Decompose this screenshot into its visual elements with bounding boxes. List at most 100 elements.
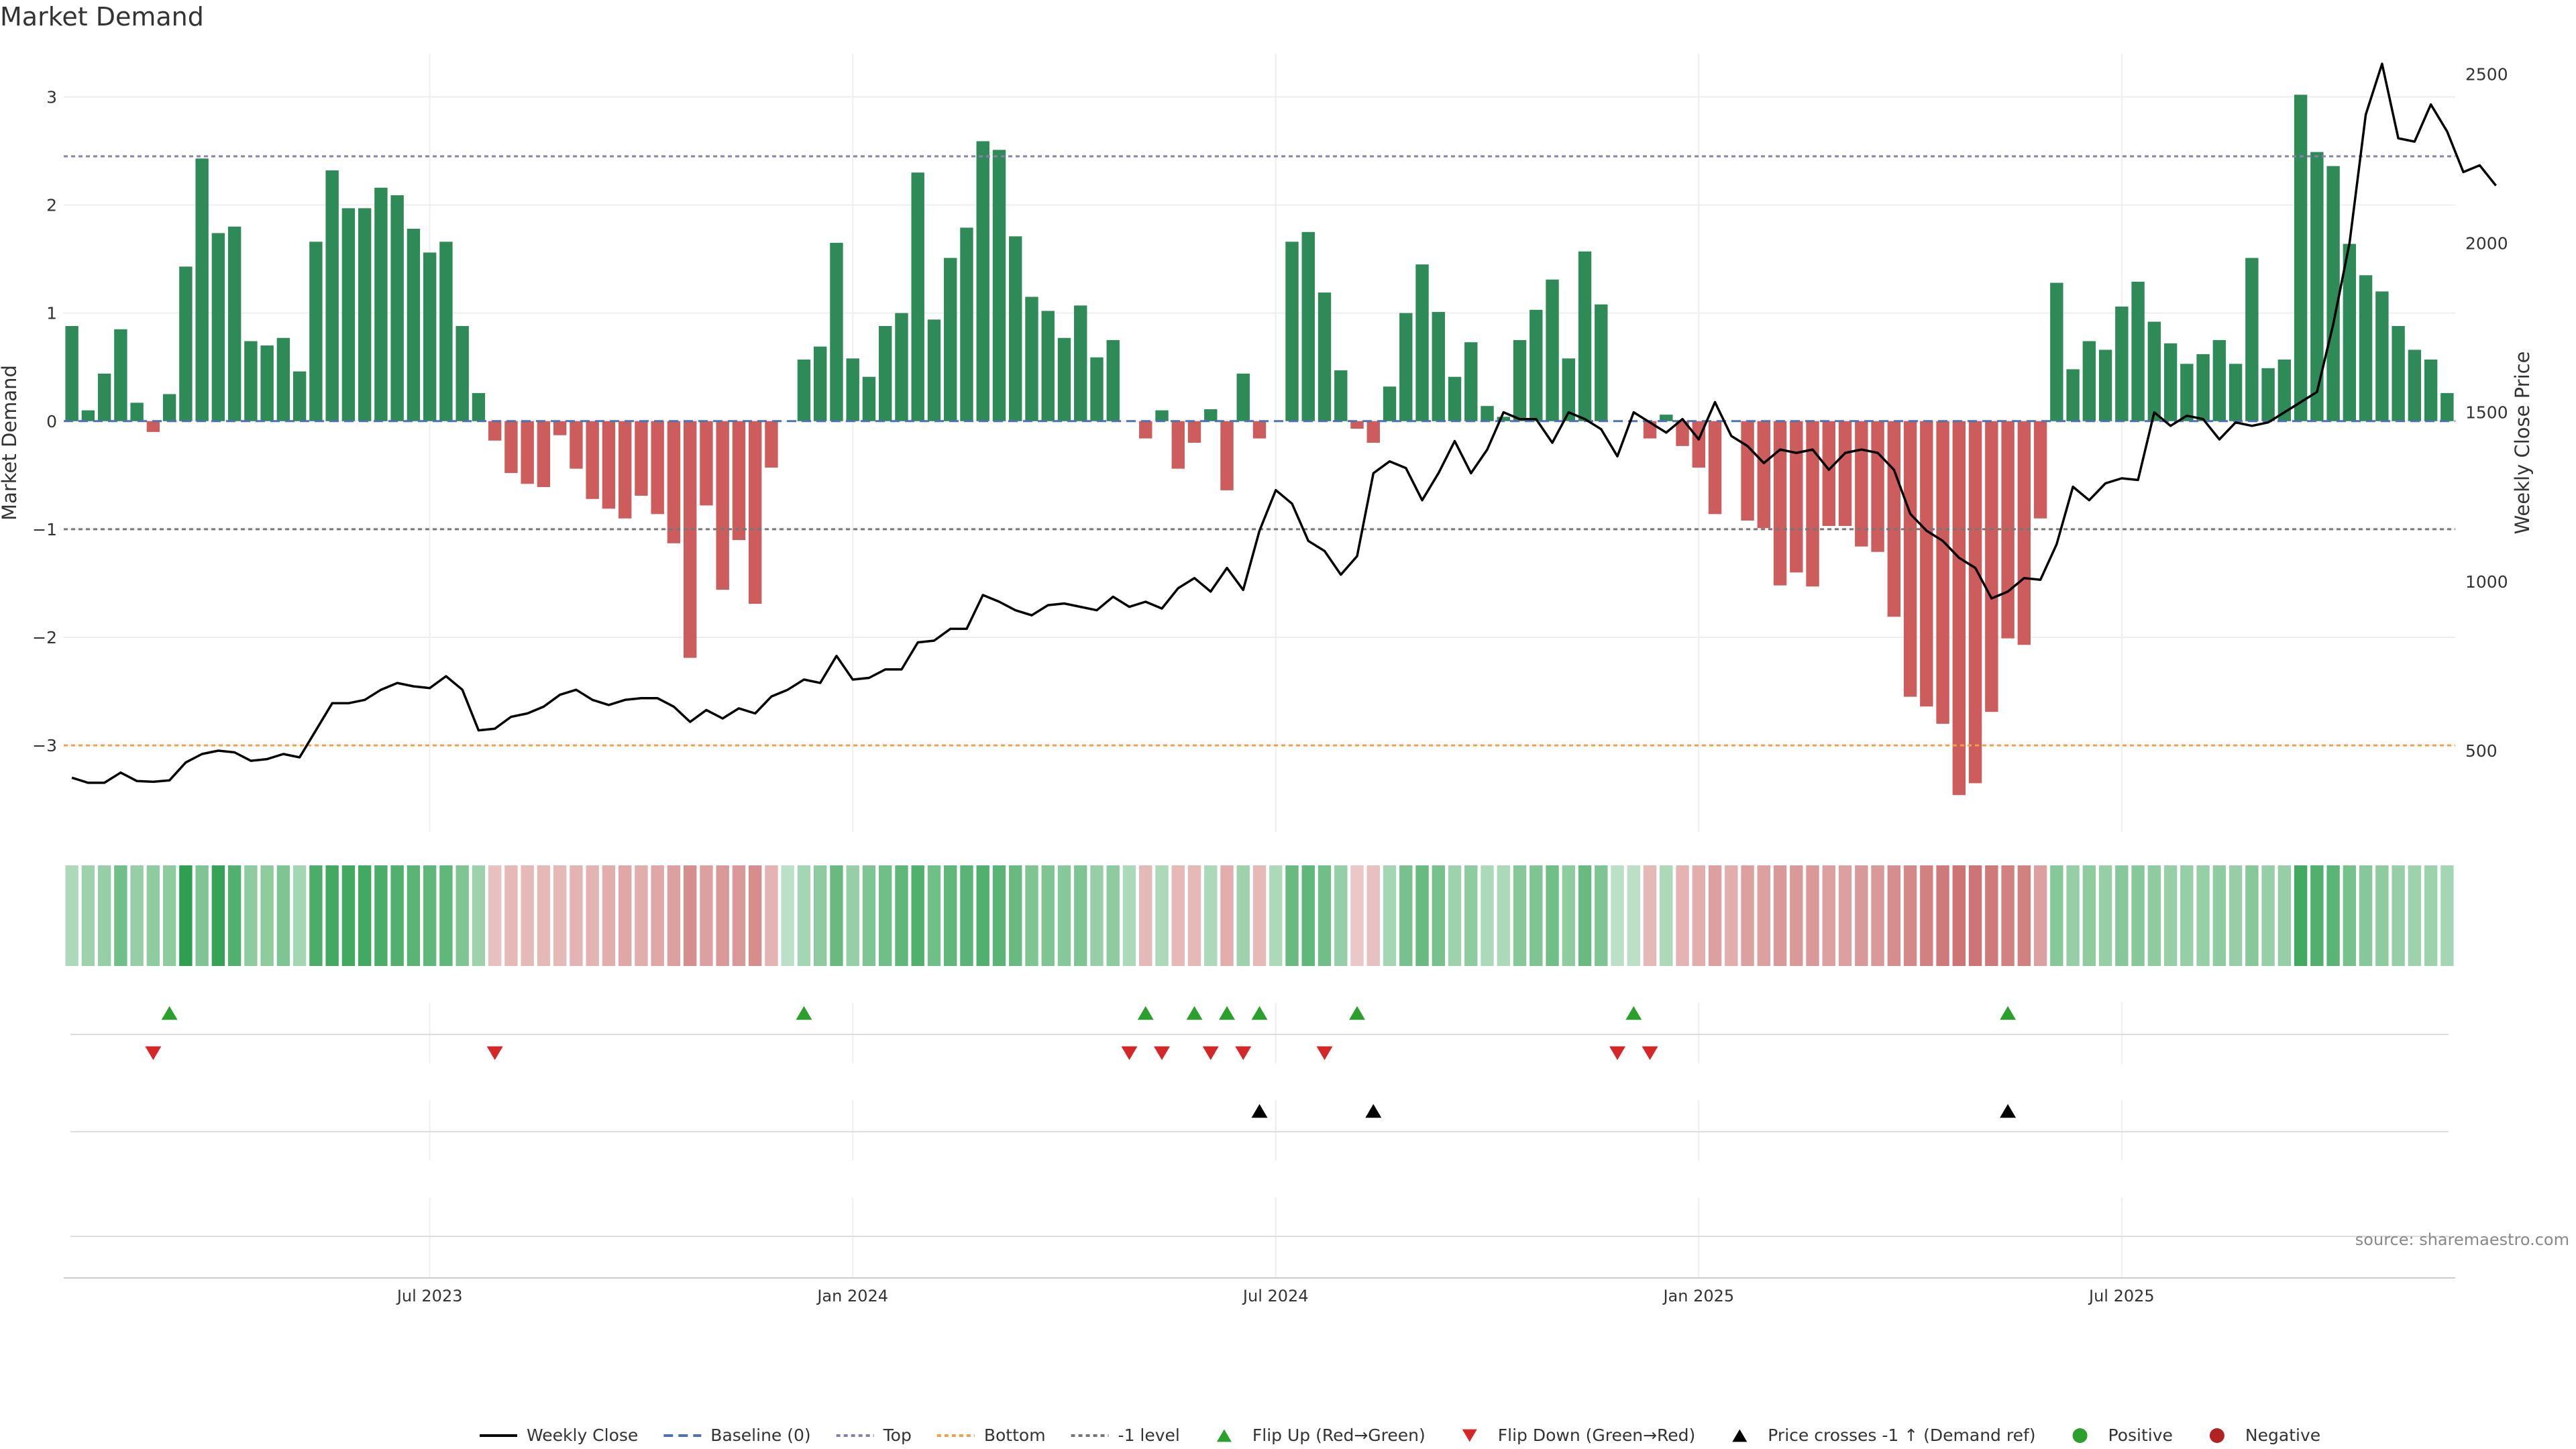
demand-bar	[1366, 421, 1380, 443]
demand-bar	[325, 170, 339, 421]
demand-bar	[2261, 368, 2275, 421]
y-tick-label-left: 2	[46, 196, 57, 215]
demand-bar	[651, 421, 664, 515]
demand-bar	[439, 241, 453, 421]
demand-bar	[260, 345, 274, 421]
strength-cell	[1903, 865, 1917, 966]
flip-up-marker	[1251, 1006, 1268, 1020]
strength-cell	[1187, 865, 1201, 966]
strength-cell	[211, 865, 225, 966]
demand-bar	[1708, 421, 1722, 515]
x-tick-label: Jul 2024	[1242, 1287, 1309, 1305]
flip-down-marker	[486, 1046, 503, 1061]
strength-cell	[81, 865, 95, 966]
strength-cell	[1334, 865, 1348, 966]
demand-bar	[2033, 421, 2047, 519]
legend-swatch-flip_up	[1216, 1429, 1232, 1442]
legend-swatch-positive	[2072, 1428, 2088, 1443]
strength-cell	[602, 865, 616, 966]
legend-swatch-negative	[2209, 1428, 2224, 1443]
demand-bar	[1806, 421, 1819, 587]
strength-cell	[797, 865, 811, 966]
strength-cell	[292, 865, 307, 966]
flip-down-marker	[1235, 1046, 1252, 1061]
demand-bar	[1757, 421, 1771, 529]
demand-bar	[1985, 421, 1998, 712]
strength-cell	[976, 865, 989, 966]
demand-bar	[1562, 358, 1575, 421]
y-tick-label-right: 500	[2465, 741, 2498, 761]
flip-markers-panel	[70, 1003, 2449, 1063]
demand-bar	[895, 313, 908, 421]
strength-cell	[618, 865, 632, 966]
demand-bar	[179, 266, 193, 421]
demand-bar	[2115, 307, 2129, 421]
strength-cell	[1155, 865, 1169, 966]
strength-cell	[1920, 865, 1933, 966]
demand-bar	[2229, 364, 2243, 421]
demand-bar	[586, 421, 599, 499]
strength-cell	[455, 865, 469, 966]
strength-cell	[1887, 865, 1901, 966]
demand-bar	[114, 329, 127, 421]
strength-cell	[2343, 865, 2357, 966]
legend-label: Positive	[2108, 1426, 2173, 1445]
strength-cell	[130, 865, 144, 966]
source-note: source: sharemaestro.com	[2355, 1230, 2569, 1249]
demand-bar	[1187, 421, 1201, 443]
flip-down-marker	[145, 1046, 162, 1061]
demand-bar	[1903, 421, 1917, 697]
legend-label: Bottom	[984, 1426, 1046, 1445]
demand-bar	[341, 208, 356, 421]
strength-cell	[1220, 865, 1234, 966]
strength-cell	[1432, 865, 1445, 966]
demand-bar	[1252, 421, 1267, 439]
demand-bar	[2326, 166, 2340, 421]
flip-down-marker	[1121, 1046, 1138, 1061]
demand-bar	[195, 158, 209, 421]
legend-label: Flip Up (Red→Green)	[1252, 1426, 1426, 1445]
strength-cell	[390, 865, 404, 966]
strength-cell	[227, 865, 241, 966]
demand-bar	[732, 421, 746, 540]
strength-cell	[2163, 865, 2178, 966]
y-axis-label-right: Weekly Close Price	[2511, 352, 2534, 535]
legend-swatch-flip_down	[1462, 1429, 1477, 1442]
demand-bar	[765, 421, 778, 468]
strength-cell	[651, 865, 664, 966]
demand-bar	[1855, 421, 1868, 547]
strength-cell	[700, 865, 713, 966]
strength-cell	[1692, 865, 1705, 966]
demand-bar	[130, 402, 144, 421]
demand-bar	[1057, 337, 1071, 421]
strength-cell	[1595, 865, 1608, 966]
y-tick-label-right: 2000	[2465, 233, 2508, 253]
demand-bar	[2163, 343, 2178, 421]
strength-cell	[2408, 865, 2422, 966]
strength-cell	[846, 865, 859, 966]
strength-cell	[374, 865, 388, 966]
demand-bar	[488, 421, 502, 441]
demand-bar	[472, 392, 486, 421]
legend-marker	[1216, 1429, 1232, 1442]
demand-bar	[97, 373, 111, 421]
demand-bar	[65, 326, 78, 421]
y-tick-label-left: −1	[32, 520, 57, 539]
flip-down-marker	[1609, 1046, 1626, 1061]
demand-bar	[1204, 409, 1218, 421]
strength-cell	[358, 865, 372, 966]
chart-title: Market Demand	[0, 2, 204, 32]
strength-cell	[586, 865, 599, 966]
demand-bar	[1301, 231, 1315, 421]
demand-bar	[358, 208, 372, 421]
flip-down-marker	[1153, 1046, 1170, 1061]
y-tick-label-right: 1000	[2465, 572, 2508, 592]
strength-cell	[927, 865, 941, 966]
demand-bar	[683, 421, 697, 658]
strength-cell	[325, 865, 339, 966]
strength-cell	[1855, 865, 1868, 966]
demand-bar	[814, 346, 827, 421]
strength-cell	[521, 865, 534, 966]
strength-cell	[748, 865, 762, 966]
demand-bar	[553, 421, 567, 435]
